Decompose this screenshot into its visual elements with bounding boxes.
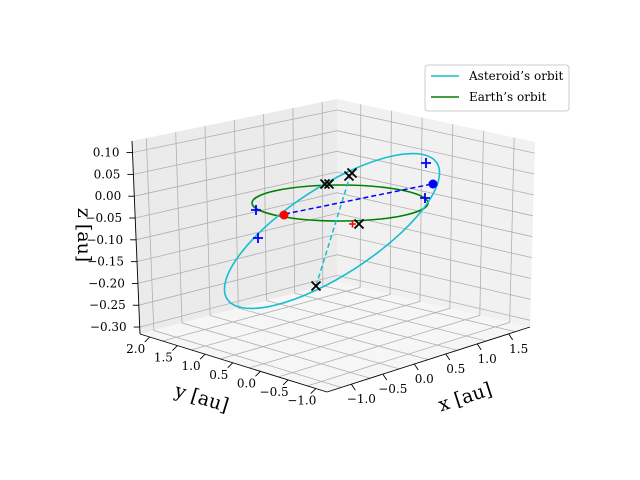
legend-frame (424, 64, 570, 112)
x-tick-mark (508, 333, 514, 341)
plus-marker (251, 205, 261, 215)
axis-lines (131, 140, 531, 393)
x-tick-label: 0.0 (415, 372, 434, 386)
z-tick-label: 0.05 (94, 167, 121, 181)
z-axis-label: z [au] (73, 208, 95, 262)
z-tick-label: −0.25 (89, 298, 126, 312)
grid-line-z (132, 109, 535, 154)
axis-panes (132, 99, 535, 392)
plot-content (223, 152, 441, 310)
x-tick-mark (413, 363, 419, 371)
cross-marker (319, 178, 331, 190)
z-tick-label: −0.20 (88, 276, 125, 290)
cross-marker (310, 280, 322, 292)
plus-marker (420, 193, 430, 203)
cross-marker (346, 167, 358, 179)
grid-line-z (139, 274, 531, 328)
red-dot-marker (279, 210, 289, 220)
y-tick-label: 0.5 (209, 368, 228, 382)
z-axis-line (131, 140, 141, 335)
legend-label-asteroid: Asteroid’s orbit (468, 69, 563, 83)
z-tick-label: −0.30 (90, 320, 127, 334)
grid-line-z (137, 233, 532, 284)
z-tick-label: −0.05 (85, 211, 122, 225)
grid-line-z (135, 171, 534, 219)
y-tick-label: 1.0 (182, 359, 201, 373)
y-axis-line (139, 333, 328, 393)
x-axis-label: x [au] (436, 378, 495, 416)
grid-line-z (136, 212, 532, 262)
plus-marker (421, 158, 431, 168)
blue-dot-marker (428, 179, 438, 189)
y-tick-label: 0.0 (237, 376, 256, 390)
x-tick-mark (350, 383, 356, 391)
grid-line-x (249, 124, 454, 369)
y-axis-label: y [au] (171, 379, 231, 416)
y-tick-mark (144, 336, 151, 343)
x-tick-label: −1.0 (347, 392, 376, 406)
plus-marker (253, 233, 263, 243)
apsides-line-dashed (315, 175, 351, 287)
x-axis-line (326, 326, 531, 393)
y-tick-label: 1.5 (154, 351, 173, 365)
grid-line-y (145, 138, 342, 388)
y-tick-label: 2.0 (126, 342, 145, 356)
grid-line-x (191, 110, 392, 351)
grid-line-y (263, 113, 458, 351)
grid-line-x (307, 137, 515, 387)
y-tick-mark (199, 353, 206, 360)
grid-line-y (233, 119, 429, 360)
y-tick-mark (172, 345, 178, 351)
grid-line-z (133, 130, 535, 175)
x-tick-mark (476, 343, 482, 351)
x-tick-mark (445, 353, 451, 361)
line-of-nodes-dashed (284, 183, 433, 215)
grid-line-y (321, 101, 516, 333)
red-plus-marker (349, 220, 356, 228)
z-tick-label: 0.00 (95, 189, 122, 203)
grid-line-x (220, 117, 423, 360)
z-tick-label: −0.15 (87, 255, 124, 269)
grid-line-x (278, 130, 484, 378)
x-tick-mark (382, 373, 388, 381)
grid-line-y (204, 125, 400, 370)
asteroid-orbit-line (223, 152, 441, 310)
y-tick-mark (255, 371, 261, 377)
grid-line-z (136, 192, 533, 241)
legend: Asteroid’s orbit Earth’s orbit (424, 64, 570, 112)
z-tick-label: 0.10 (93, 146, 120, 160)
cross-marker (323, 178, 335, 190)
grid-line-y (175, 132, 371, 379)
z-tick-label: −0.10 (86, 233, 123, 247)
cross-marker (353, 218, 365, 230)
legend-label-earth: Earth’s orbit (469, 90, 546, 104)
y-tick-mark (282, 379, 289, 386)
x-tick-label: 1.5 (509, 342, 528, 356)
grid-line-y (292, 107, 487, 342)
x-tick-label: 0.5 (446, 362, 465, 376)
y-tick-mark (227, 362, 234, 369)
grid-line-z (138, 254, 531, 306)
y-tick-label: −1.0 (287, 394, 316, 408)
y-tick-mark (310, 388, 317, 394)
x-tick-label: −0.5 (378, 382, 407, 396)
axis-ticks: −1.0−0.50.00.51.01.5−1.0−0.50.00.51.01.5… (85, 146, 528, 408)
pane-right (337, 99, 535, 327)
pane-floor (140, 282, 530, 392)
x-tick-label: 1.0 (478, 352, 497, 366)
y-tick-label: −0.5 (260, 385, 289, 399)
grid-line-z (134, 150, 534, 197)
